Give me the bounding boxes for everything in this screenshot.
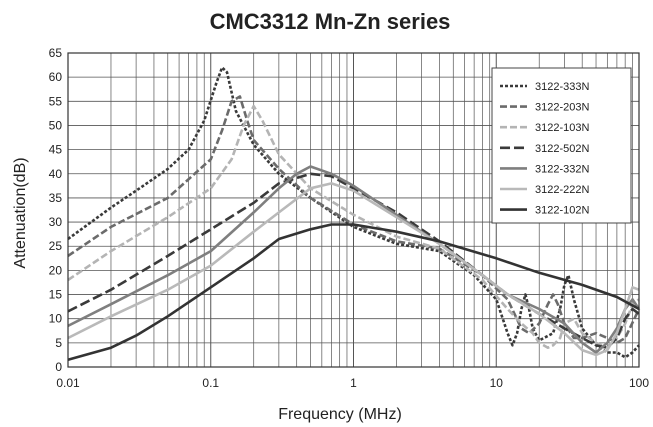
- y-tick-label: 0: [55, 360, 62, 374]
- x-tick-label: 0.01: [56, 376, 80, 390]
- legend-label: 3122-333N: [535, 81, 589, 93]
- x-tick-label: 1: [350, 376, 357, 390]
- y-tick-label: 30: [49, 215, 63, 229]
- plot-area: [67, 52, 640, 368]
- tick-labels: 0 5 10 15 20 25 30 35 40 45 50 55 60 65 0.01 0.1 1 10 100: [49, 46, 650, 390]
- legend-box: [491, 67, 632, 224]
- y-tick-label: 25: [49, 239, 63, 253]
- legend-label: 3122-102N: [535, 205, 589, 217]
- y-tick-label: 60: [49, 70, 63, 84]
- y-tick-label: 5: [55, 336, 62, 350]
- legend-label: 3122-502N: [535, 143, 589, 155]
- x-tick-label: 10: [490, 376, 504, 390]
- y-tick-label: 35: [49, 191, 63, 205]
- y-tick-label: 45: [49, 143, 63, 157]
- y-tick-label: 55: [49, 94, 63, 108]
- legend-label: 3122-203N: [535, 102, 589, 114]
- x-axis-title: Frequency (MHz): [278, 406, 402, 423]
- x-tick-label: 0.1: [202, 376, 219, 390]
- legend-label: 3122-103N: [535, 122, 589, 134]
- y-tick-label: 65: [49, 46, 63, 60]
- legend-label: 3122-222N: [535, 184, 589, 196]
- series-line-3122-222n: [67, 182, 640, 357]
- y-tick-label: 40: [49, 167, 63, 181]
- y-tick-label: 50: [49, 118, 63, 132]
- chart-title: CMC3312 Mn-Zn series: [210, 9, 451, 34]
- y-tick-label: 10: [49, 312, 63, 326]
- y-axis-title: Attenuation(dB): [12, 157, 29, 268]
- series-line-3122-103n: [67, 104, 640, 349]
- y-tick-label: 20: [49, 263, 63, 277]
- series-line-3122-203n: [67, 95, 641, 345]
- y-tick-label: 15: [49, 288, 63, 302]
- series-layer: [67, 66, 641, 362]
- x-tick-label: 100: [629, 376, 649, 390]
- series-line-3122-102n: [67, 223, 640, 362]
- legend-label: 3122-332N: [535, 163, 589, 175]
- series-line-3122-333n: [67, 66, 640, 359]
- legend: 3122-333N 3122-203N 3122-103N 3122-502N 3122…: [491, 67, 632, 224]
